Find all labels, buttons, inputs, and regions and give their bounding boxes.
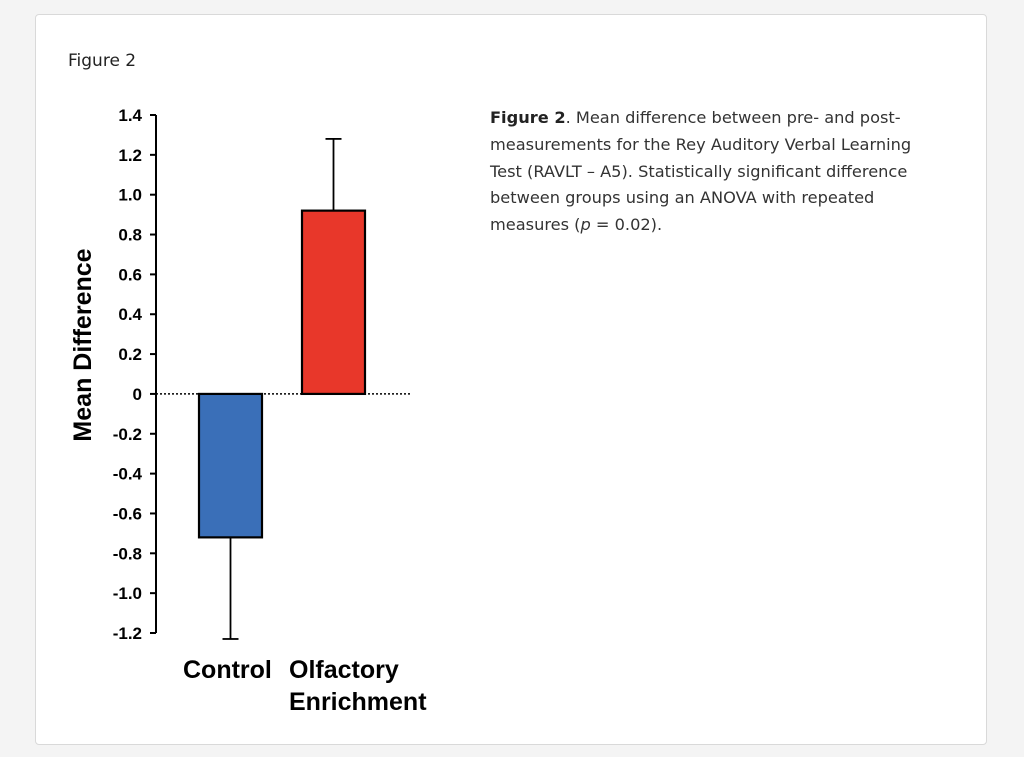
- category-label: Enrichment: [289, 688, 427, 716]
- y-tick-label: 0: [133, 385, 142, 404]
- y-tick-label: 0.8: [118, 226, 142, 245]
- y-tick-label: -0.2: [113, 425, 142, 444]
- y-tick-label: -0.8: [113, 544, 142, 563]
- y-tick-label: 1.4: [118, 106, 142, 125]
- category-label: Control: [183, 656, 272, 684]
- y-tick-label: -0.6: [113, 504, 142, 523]
- category-label: Olfactory: [289, 656, 399, 684]
- y-axis-title: Mean Difference: [69, 248, 97, 441]
- y-tick-label: -0.4: [113, 465, 143, 484]
- y-tick-label: -1.0: [113, 584, 142, 603]
- caption-title: Figure 2: [490, 108, 566, 127]
- caption-text: . Mean difference between pre- and post-…: [490, 108, 912, 235]
- caption-p-symbol: p: [580, 215, 591, 235]
- bar-olfactory-enrichment: [300, 209, 367, 396]
- y-tick-label: -1.2: [113, 624, 142, 643]
- figure-label: Figure 2: [68, 51, 137, 71]
- y-tick-label: 0.2: [118, 345, 142, 364]
- y-tick-label: 0.6: [118, 265, 142, 284]
- y-tick-label: 1.2: [118, 146, 142, 165]
- figure-caption: Figure 2. Mean difference between pre- a…: [490, 105, 938, 239]
- y-tick-label: 0.4: [118, 305, 142, 324]
- caption-text-end: = 0.02).: [590, 215, 663, 235]
- bar-control: [197, 392, 264, 539]
- figure-card: Figure 2 Figure 2. Mean difference betwe…: [35, 14, 987, 745]
- y-tick-label: 1.0: [118, 186, 142, 205]
